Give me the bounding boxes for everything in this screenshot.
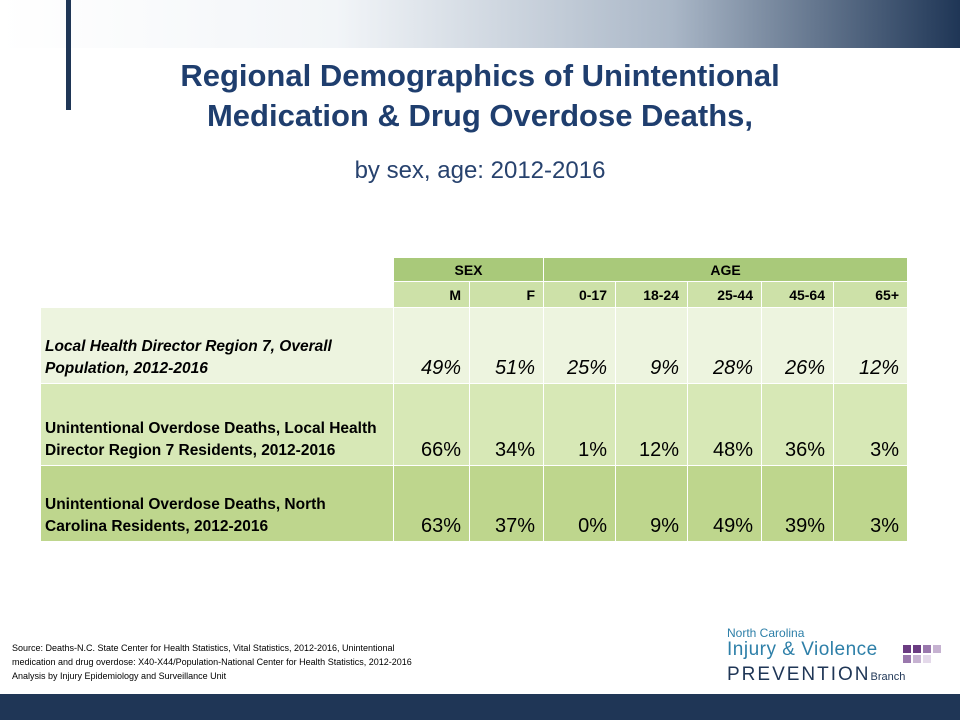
title-line-2: Medication & Drug Overdose Deaths,: [206, 98, 754, 133]
source-line-1: Source: Deaths-N.C. State Center for Hea…: [12, 643, 395, 653]
logo-line-1: North Carolina: [727, 626, 805, 640]
column-header-f: F: [470, 282, 543, 307]
ivpb-logo: North Carolina Injury & Violence PREVENT…: [727, 626, 947, 688]
column-header-m: M: [394, 282, 469, 307]
source-line-2: medication and drug overdose: X40-X44/Po…: [12, 657, 412, 667]
header-accent-bar: [66, 0, 71, 110]
row-label: Local Health Director Region 7, Overall …: [41, 308, 393, 383]
cell-value: 25%: [544, 308, 615, 383]
cell-value: 34%: [470, 384, 543, 465]
logo-branch-text: Branch: [870, 671, 906, 683]
group-header-age: AGE: [544, 258, 907, 281]
logo-square-icon: [903, 655, 911, 663]
cell-value: 12%: [834, 308, 907, 383]
column-header-age-25-44: 25-44: [688, 282, 761, 307]
logo-square-icon: [913, 645, 921, 653]
logo-square-icon: [933, 645, 941, 653]
header-corner: [41, 258, 393, 281]
header-gradient-band: [0, 0, 960, 48]
slide-subtitle: by sex, age: 2012-2016: [354, 157, 606, 184]
cell-value: 9%: [616, 308, 687, 383]
demographics-table: SEX AGE M F 0-17 18-24 25-44 45-64 65+ L…: [40, 257, 908, 542]
header-corner-2: [41, 282, 393, 307]
column-header-age-45-64: 45-64: [762, 282, 833, 307]
cell-value: 12%: [616, 384, 687, 465]
group-header-sex: SEX: [394, 258, 543, 281]
logo-square-icon: [923, 645, 931, 653]
cell-value: 37%: [470, 466, 543, 541]
table-row-nc-deaths: Unintentional Overdose Deaths, North Car…: [41, 466, 907, 541]
cell-value: 39%: [762, 466, 833, 541]
logo-square-icon: [923, 655, 931, 663]
cell-value: 9%: [616, 466, 687, 541]
title-line-1: Regional Demographics of Unintentional: [180, 58, 780, 93]
cell-value: 51%: [470, 308, 543, 383]
logo-line-2: Injury & Violence: [727, 639, 878, 660]
cell-value: 49%: [394, 308, 469, 383]
cell-value: 63%: [394, 466, 469, 541]
footer-band: [0, 694, 960, 720]
cell-value: 28%: [688, 308, 761, 383]
cell-value: 66%: [394, 384, 469, 465]
row-label: Unintentional Overdose Deaths, North Car…: [41, 466, 393, 541]
cell-value: 3%: [834, 466, 907, 541]
table-row-overall-population: Local Health Director Region 7, Overall …: [41, 308, 907, 383]
logo-square-icon: [913, 655, 921, 663]
cell-value: 36%: [762, 384, 833, 465]
row-label: Unintentional Overdose Deaths, Local Hea…: [41, 384, 393, 465]
table-row-region-7-deaths: Unintentional Overdose Deaths, Local Hea…: [41, 384, 907, 465]
column-header-age-0-17: 0-17: [544, 282, 615, 307]
column-header-age-18-24: 18-24: [616, 282, 687, 307]
source-line-3: Analysis by Injury Epidemiology and Surv…: [12, 671, 227, 681]
cell-value: 49%: [688, 466, 761, 541]
logo-prevention-text: PREVENTION: [727, 664, 871, 685]
source-note: Source: Deaths-N.C. State Center for Hea…: [12, 641, 572, 683]
cell-value: 1%: [544, 384, 615, 465]
cell-value: 26%: [762, 308, 833, 383]
cell-value: 48%: [688, 384, 761, 465]
logo-square-icon: [903, 645, 911, 653]
logo-line-3: PREVENTIONBranch: [727, 664, 905, 686]
cell-value: 0%: [544, 466, 615, 541]
cell-value: 3%: [834, 384, 907, 465]
slide-title: Regional Demographics of Unintentional M…: [100, 56, 860, 136]
column-header-age-65-plus: 65+: [834, 282, 907, 307]
